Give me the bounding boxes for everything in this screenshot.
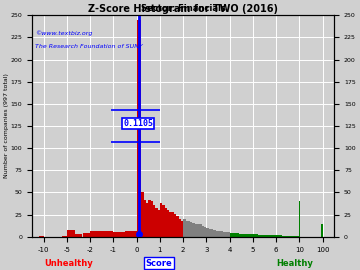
Bar <box>244 234 248 237</box>
Bar <box>209 229 211 237</box>
Bar <box>223 232 225 237</box>
Bar <box>225 232 228 237</box>
Bar <box>113 232 125 237</box>
Bar <box>276 235 279 237</box>
Bar <box>216 231 218 237</box>
Bar <box>174 214 176 237</box>
Bar <box>176 215 179 237</box>
Bar <box>169 212 172 237</box>
Bar <box>288 236 291 237</box>
Bar <box>162 205 165 237</box>
Bar <box>228 232 230 237</box>
Bar <box>160 203 162 237</box>
Bar <box>239 234 244 237</box>
Bar <box>137 20 139 237</box>
Bar <box>218 231 220 237</box>
Bar <box>204 227 206 237</box>
Text: 0.1105: 0.1105 <box>123 119 153 128</box>
Text: The Research Foundation of SUNY: The Research Foundation of SUNY <box>35 44 143 49</box>
Bar <box>167 210 169 237</box>
Bar <box>181 221 183 237</box>
Text: Score: Score <box>146 259 172 268</box>
Text: Unhealthy: Unhealthy <box>44 259 93 268</box>
Bar <box>248 234 253 237</box>
Bar <box>185 221 188 237</box>
Bar <box>146 203 148 237</box>
Bar <box>282 236 285 237</box>
Bar <box>141 193 144 237</box>
Bar <box>285 236 288 237</box>
Bar <box>262 235 267 237</box>
Bar <box>202 226 204 237</box>
Bar <box>206 228 209 237</box>
Y-axis label: Number of companies (997 total): Number of companies (997 total) <box>4 74 9 178</box>
Bar <box>197 224 199 237</box>
Bar <box>321 224 323 237</box>
Bar <box>253 234 257 237</box>
Bar <box>62 236 67 237</box>
Bar <box>267 235 271 237</box>
Bar <box>155 208 158 237</box>
Bar <box>183 219 185 237</box>
Bar <box>271 235 276 237</box>
Bar <box>179 219 181 237</box>
Bar <box>220 231 223 237</box>
Bar <box>211 229 213 237</box>
Text: Healthy: Healthy <box>276 259 313 268</box>
Bar <box>291 236 293 237</box>
Bar <box>279 235 282 237</box>
Bar <box>193 223 195 237</box>
Bar <box>39 236 44 237</box>
Bar <box>90 231 113 237</box>
Bar <box>213 230 216 237</box>
Bar <box>199 224 202 237</box>
Bar <box>144 200 146 237</box>
Bar <box>195 224 197 237</box>
Bar <box>172 212 174 237</box>
Bar <box>125 231 137 237</box>
Bar <box>139 20 141 237</box>
Text: ©www.textbiz.org: ©www.textbiz.org <box>35 31 93 36</box>
Bar <box>82 233 90 237</box>
Bar <box>153 205 155 237</box>
Bar <box>234 233 239 237</box>
Bar <box>165 208 167 237</box>
Bar <box>158 210 160 237</box>
Title: Z-Score Histogram for TWO (2016): Z-Score Histogram for TWO (2016) <box>88 5 278 15</box>
Text: Sector: Financials: Sector: Financials <box>141 4 226 13</box>
Bar <box>293 236 300 237</box>
Bar <box>75 234 82 237</box>
Bar <box>67 230 75 237</box>
Bar <box>148 200 151 237</box>
Bar <box>257 235 262 237</box>
Bar <box>190 222 193 237</box>
Bar <box>151 201 153 237</box>
Bar <box>188 221 190 237</box>
Bar <box>230 233 234 237</box>
